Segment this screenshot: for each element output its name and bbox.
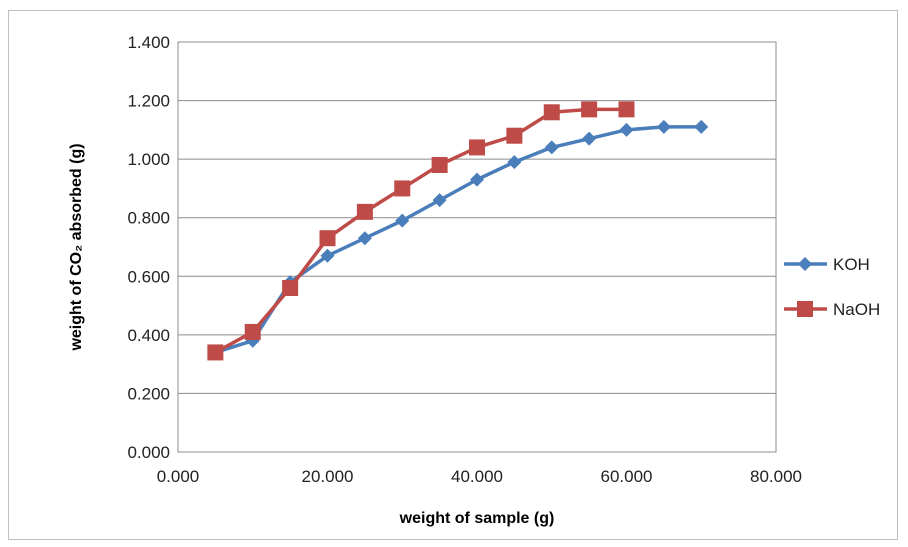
series-layer [207, 101, 709, 361]
y-tick-label: 1.400 [127, 33, 170, 52]
y-tick-label: 0.200 [127, 384, 170, 403]
naoh-point [207, 344, 224, 361]
naoh-point [394, 180, 411, 197]
koh-point [320, 248, 335, 263]
x-tick-label: 40.000 [451, 467, 503, 486]
x-tick-label: 80.000 [750, 467, 802, 486]
naoh-point [282, 280, 299, 296]
legend-item-koh: KOH [784, 255, 870, 274]
x-axis-ticks: 0.000 20.000 40.000 60.000 80.000 [157, 467, 802, 486]
naoh-point [543, 104, 560, 121]
plot-area-border [177, 41, 777, 453]
y-tick-label: 1.200 [127, 92, 170, 111]
line-chart: 0.000 0.200 0.400 0.600 0.800 1.000 1.200 1.400… [68, 33, 880, 527]
koh-point [357, 231, 372, 246]
naoh-point [506, 127, 523, 144]
koh-point [694, 119, 709, 134]
naoh-point [469, 139, 485, 156]
y-tick-label: 0.800 [127, 209, 170, 228]
series-naoh [207, 101, 635, 361]
y-tick-label: 0.000 [127, 443, 170, 462]
legend-naoh-label: NaOH [833, 300, 880, 319]
naoh-point [244, 323, 261, 340]
naoh-point [618, 101, 635, 118]
y-axis-ticks: 0.000 0.200 0.400 0.600 0.800 1.000 1.200 1.400 [127, 33, 170, 462]
x-axis-title: weight of sample (g) [399, 510, 555, 527]
x-tick-label: 20.000 [302, 467, 354, 486]
koh-point [507, 155, 522, 170]
koh-point [432, 193, 447, 208]
y-tick-label: 1.000 [127, 150, 170, 169]
naoh-point [581, 101, 598, 118]
legend-naoh-marker [797, 301, 813, 317]
legend: KOH NaOH [784, 255, 880, 319]
naoh-point [319, 230, 336, 247]
chart-frame: 0.000 0.200 0.400 0.600 0.800 1.000 1.200 1.400… [8, 10, 898, 540]
y-tick-label: 0.600 [127, 267, 170, 286]
koh-point [656, 119, 671, 134]
koh-point [619, 122, 634, 137]
y-tick-label: 0.400 [127, 326, 170, 345]
koh-point [544, 140, 559, 155]
naoh-point [431, 157, 448, 173]
legend-koh-label: KOH [833, 255, 870, 274]
x-tick-label: 0.000 [157, 467, 200, 486]
koh-point [395, 213, 410, 228]
legend-koh-marker [798, 257, 812, 271]
naoh-point [356, 203, 373, 220]
legend-item-naoh: NaOH [784, 300, 880, 319]
koh-line [214, 125, 702, 355]
gridlines [178, 41, 776, 453]
x-tick-label: 60.000 [601, 467, 653, 486]
y-axis-title: weight of CO₂ absorbed (g) [68, 143, 85, 351]
koh-point [582, 131, 597, 146]
koh-point [470, 172, 484, 187]
